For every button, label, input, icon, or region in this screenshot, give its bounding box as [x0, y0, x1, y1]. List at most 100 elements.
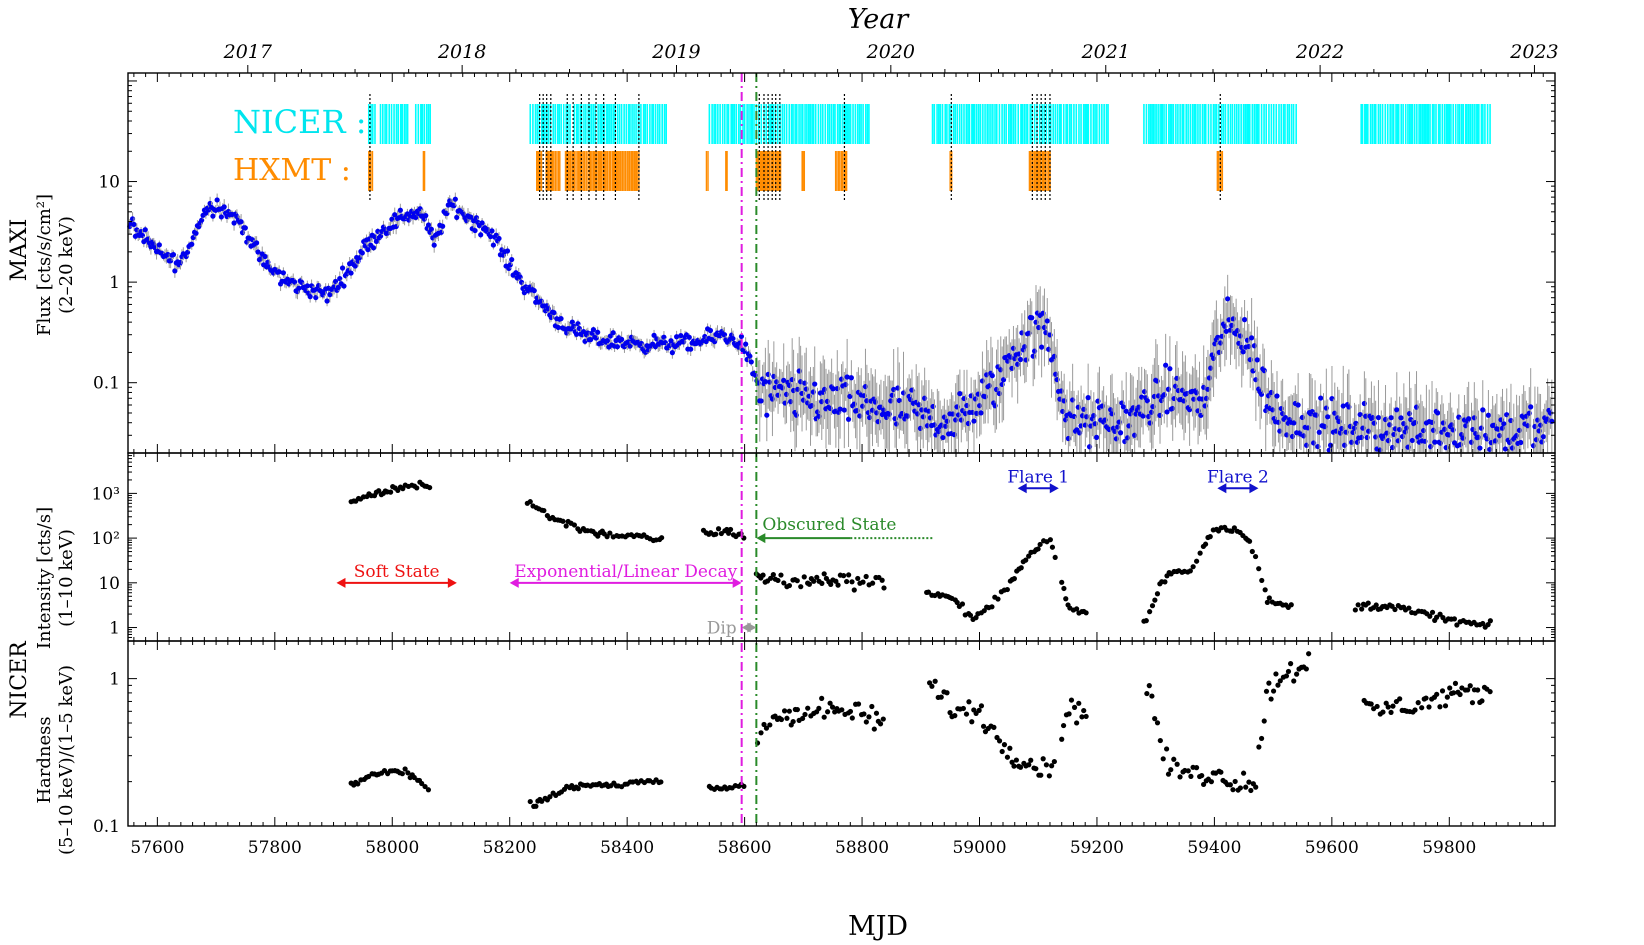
maxi-data-point [1254, 357, 1260, 363]
hardness-data-point [405, 770, 411, 776]
hardness-data-point [1079, 714, 1085, 720]
maxi-data-point [1117, 430, 1124, 436]
hardness-data-point [1261, 718, 1267, 724]
hardness-data-point [1415, 700, 1421, 706]
maxi-data-point [604, 338, 611, 344]
intensity-data-point [794, 578, 800, 584]
maxi-data-point [1274, 393, 1280, 399]
hardness-data-point [1026, 762, 1032, 768]
hardness-data-point [805, 705, 811, 711]
hardness-data-point [1083, 713, 1089, 720]
hardness-data-point [1200, 781, 1207, 788]
hardness-data-point [1208, 779, 1215, 785]
hardness-data-point [547, 794, 553, 800]
maxi-data-point [276, 269, 282, 275]
intensity-data-point [925, 589, 932, 595]
year-tick-label: 2020 [866, 41, 915, 63]
hardness-data-point [533, 803, 539, 809]
intensity-data-point [860, 579, 866, 585]
hardness-data-point [1388, 709, 1394, 716]
maxi-data-point [454, 214, 460, 220]
maxi-data-point [348, 270, 354, 276]
maxi-data-point [845, 416, 852, 422]
intensity-data-point [1035, 546, 1041, 552]
maxi-data-point [468, 214, 474, 220]
x-tick-label: 59200 [1070, 838, 1124, 858]
intensity-data-point [841, 573, 847, 579]
maxi-y-tick-label: 10 [98, 173, 120, 193]
hardness-data-point [1368, 701, 1374, 707]
hardness-data-point [1423, 695, 1429, 701]
intensity-data-point [1194, 558, 1200, 564]
hardness-data-point [855, 701, 862, 707]
intensity-data-point [1485, 622, 1491, 628]
maxi-data-point [614, 344, 621, 350]
maxi-data-point [397, 207, 403, 213]
intensity-data-point [1454, 622, 1460, 628]
hardness-data-point [947, 710, 953, 716]
maxi-y-tick-label: 1 [109, 273, 120, 293]
maxi-data-point [254, 240, 260, 246]
maxi-data-point [327, 292, 333, 298]
hardness-data-point [1283, 673, 1290, 679]
maxi-data-point [971, 418, 977, 424]
maxi-data-point [588, 337, 594, 343]
intensity-data-point [560, 518, 566, 524]
intensity-y-tick-label: 1 [109, 619, 120, 639]
maxi-data-point [738, 333, 745, 340]
maxi-data-point [214, 197, 220, 203]
maxi-data-point [686, 334, 692, 340]
hardness-data-point [1419, 705, 1425, 711]
maxi-data-point [1029, 315, 1035, 321]
hardness-data-point [1004, 754, 1011, 760]
x-tick-label: 59600 [1305, 838, 1359, 858]
maxi-data-point [221, 204, 227, 210]
intensity-data-point [786, 582, 793, 589]
maxi-data-point [1241, 317, 1248, 323]
hardness-data-point [816, 705, 822, 711]
maxi-ylabel-line2: (2–20 keV) [56, 216, 77, 314]
intensity-data-point [849, 579, 855, 585]
hardness-data-point [1275, 682, 1281, 688]
maxi-data-point [496, 235, 502, 242]
maxi-data-point [478, 232, 484, 238]
intensity-data-point [1074, 606, 1080, 612]
maxi-data-point [339, 265, 346, 271]
hardness-data-point [1465, 687, 1471, 693]
maxi-data-point [1501, 421, 1507, 427]
maxi-data-point [431, 242, 437, 248]
intensity-data-point [828, 581, 834, 587]
hardness-data-point [1258, 735, 1265, 742]
maxi-data-point [296, 285, 302, 291]
intensity-data-point [715, 526, 722, 532]
intensity-data-point [821, 571, 827, 577]
maxi-data-point [1480, 407, 1486, 413]
hardness-data-point [1437, 704, 1443, 710]
year-tick-label: 2021 [1081, 41, 1130, 63]
x-tick-label: 58400 [600, 838, 654, 858]
intensity-panel-frame [127, 452, 1556, 642]
intensity-data-point [1049, 544, 1056, 550]
intensity-y-tick-label: 10² [92, 529, 120, 549]
hardness-data-point [1230, 787, 1236, 793]
hardness-data-point [932, 678, 938, 684]
hardness-data-point [799, 715, 806, 722]
hardness-data-point [1232, 778, 1238, 785]
hardness-data-point [849, 715, 855, 721]
hardness-data-point [1277, 678, 1283, 684]
hxmt-obs-label: HXMT : [233, 153, 351, 188]
hardness-data-point [1071, 704, 1078, 710]
maxi-data-point [1375, 414, 1382, 421]
hardness-data-point [1160, 756, 1166, 762]
hardness-data-point [969, 719, 975, 725]
x-tick-label: 57800 [248, 838, 302, 858]
maxi-data-point [280, 270, 286, 276]
maxi-data-point [1223, 328, 1229, 334]
intensity-data-point [844, 578, 850, 585]
hardness-data-point [1033, 766, 1039, 772]
maxi-data-point [627, 343, 633, 349]
maxi-data-point [193, 230, 199, 236]
maxi-data-point [1327, 442, 1334, 448]
maxi-data-point [370, 245, 377, 251]
hardness-data-point [1051, 758, 1057, 765]
